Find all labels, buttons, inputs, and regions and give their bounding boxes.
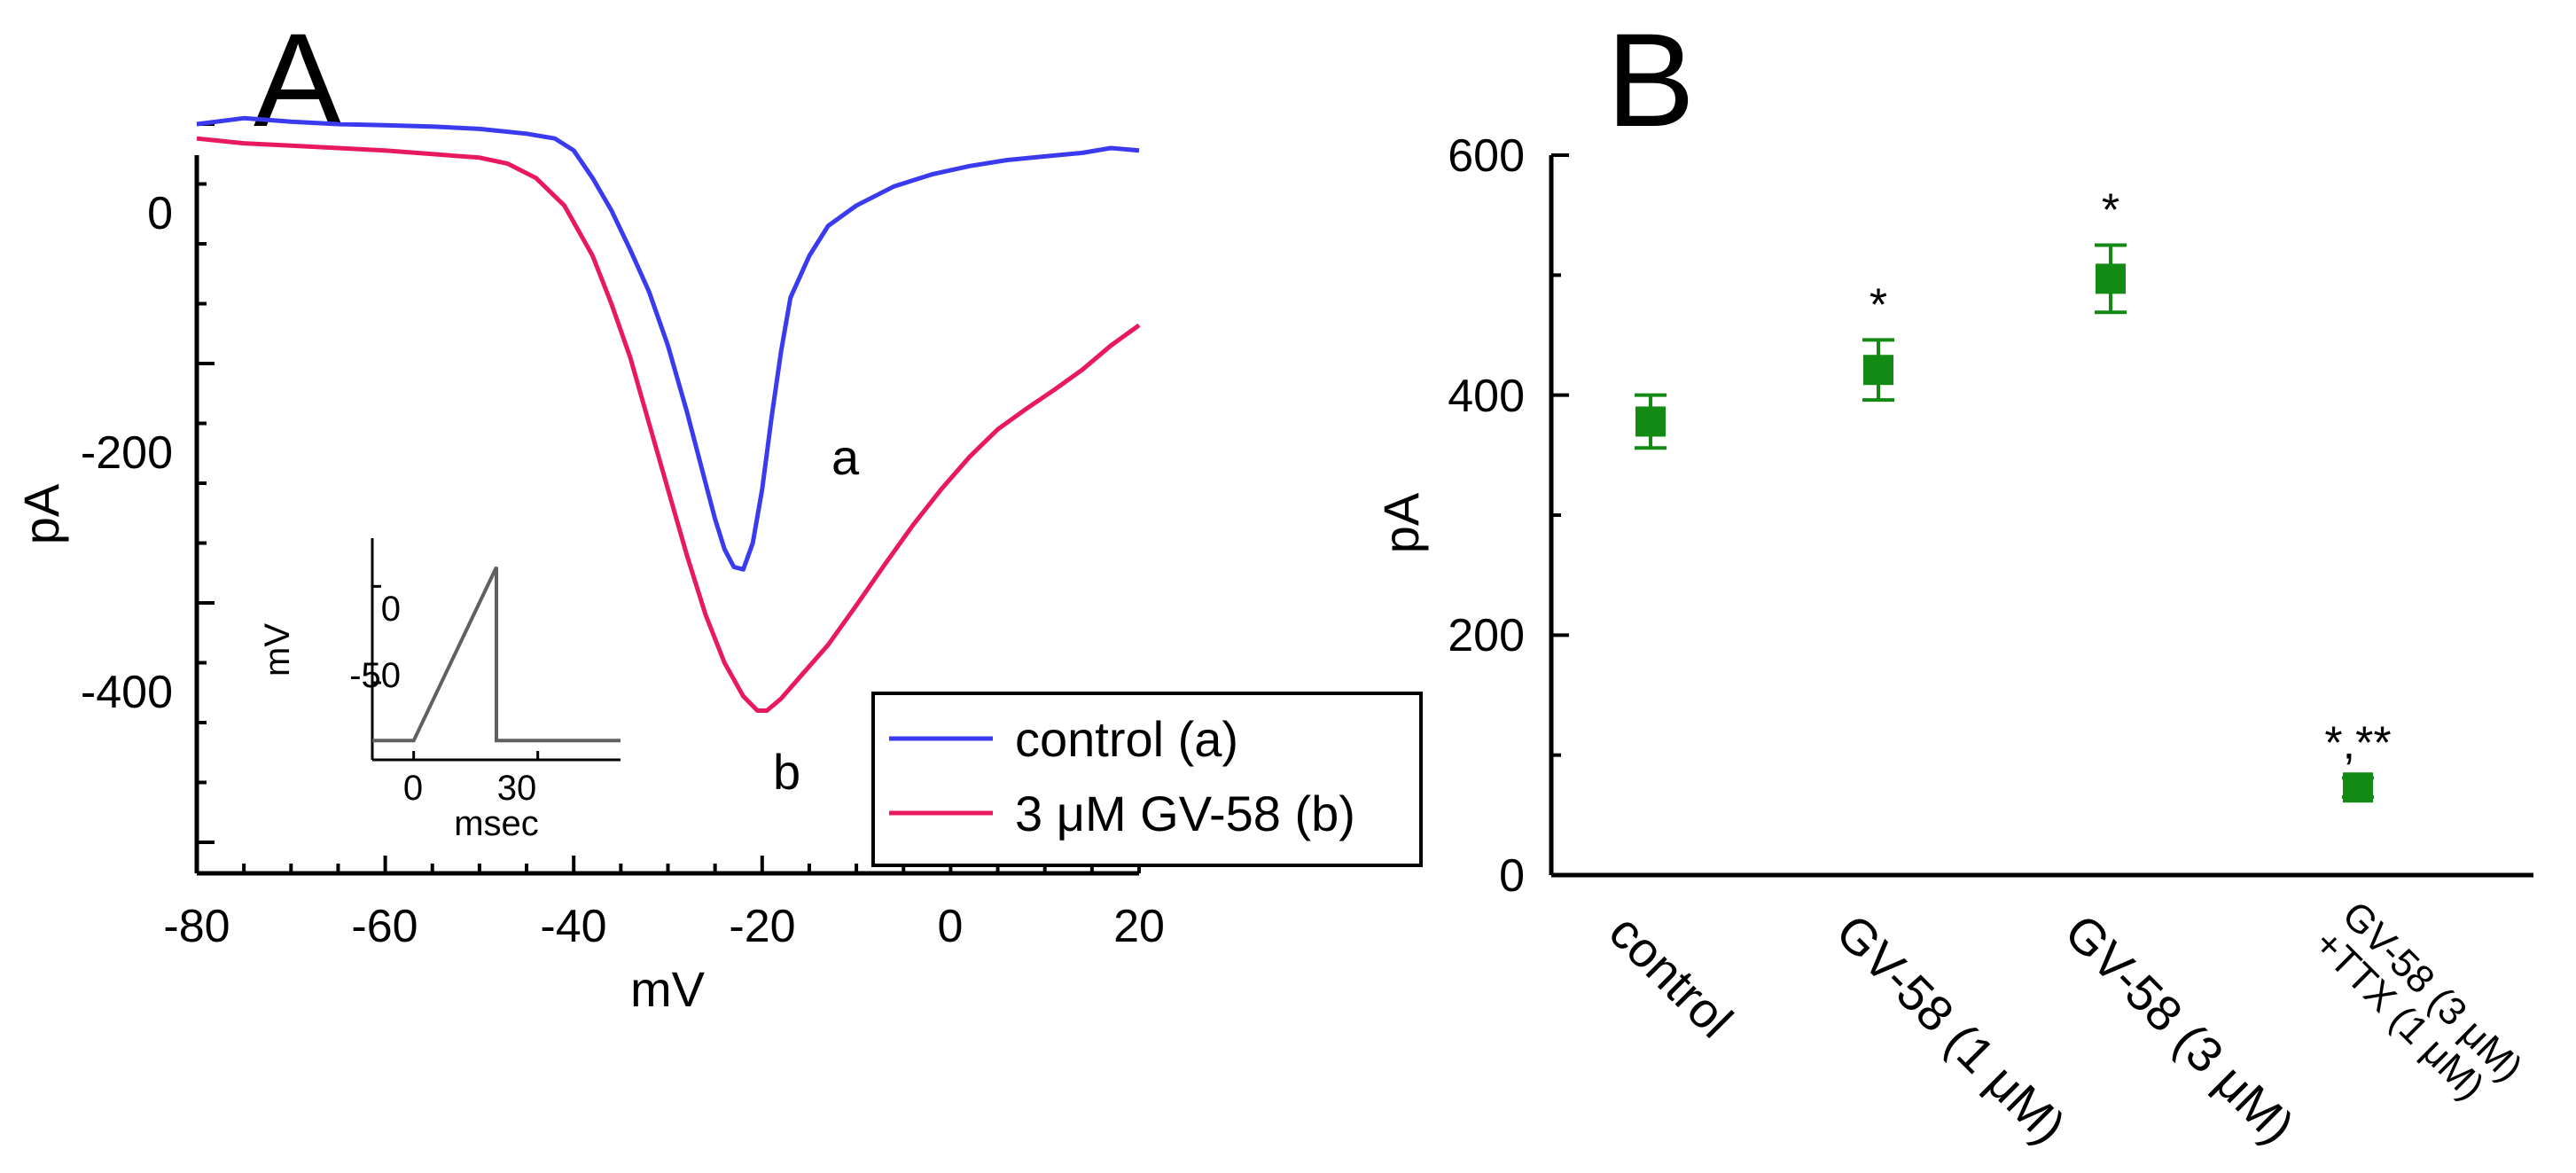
legend-label-gv58: 3 μM GV-58 (b)	[1015, 786, 1355, 841]
significance-annotation: *,**	[2324, 717, 2391, 769]
data-marker	[2096, 263, 2126, 294]
panel-b-label: B	[1606, 5, 1695, 154]
b-ytick-label: 600	[1448, 130, 1525, 182]
b-category-label: control	[1599, 903, 1744, 1048]
data-point-group: *	[1862, 279, 1894, 403]
b-ytick-label: 400	[1448, 371, 1525, 422]
inset-x-label: msec	[454, 804, 539, 843]
panel-b-ticks	[1551, 153, 1569, 877]
curve-label-b: b	[773, 744, 800, 800]
inset-protocol-line	[372, 566, 621, 743]
a-xtick-label: -60	[351, 901, 418, 952]
data-point-group: *,**	[2324, 717, 2392, 803]
b-ytick-label: 200	[1448, 610, 1525, 661]
a-xtick-label: -20	[729, 901, 795, 952]
significance-annotation: *	[2102, 185, 2119, 237]
inset-voltage-protocol: 0 30 0 -50 msec mV	[258, 538, 621, 843]
a-y-axis-label: pA	[13, 483, 69, 544]
a-xtick-label: -80	[163, 901, 230, 952]
inset-xtick-label: 0	[403, 769, 423, 808]
b-y-axis-label: pA	[1373, 492, 1429, 553]
data-marker	[1863, 355, 1893, 386]
significance-annotation: *	[1870, 279, 1887, 331]
data-marker	[2343, 772, 2373, 803]
a-xtick-label: 0	[938, 901, 964, 952]
b-category-label: GV-58 (3 μM)	[2055, 903, 2306, 1154]
a-ytick-label: -400	[81, 667, 173, 718]
a-xtick-label: 20	[1113, 901, 1165, 952]
data-marker	[1635, 406, 1666, 437]
b-ytick-label: 0	[1499, 850, 1525, 902]
a-ytick-label: -200	[81, 427, 173, 479]
inset-y-label: mV	[258, 623, 297, 676]
inset-xtick-label: 30	[497, 769, 537, 808]
inset-ytick-label: 0	[381, 590, 401, 629]
a-xtick-label: -40	[540, 901, 606, 952]
data-point-group: *	[2095, 185, 2127, 315]
curve-label-a: a	[831, 429, 860, 485]
data-point-group	[1635, 393, 1667, 450]
a-ytick-label: 0	[147, 188, 173, 239]
inset-ticks	[372, 584, 540, 760]
panel-b-points: * * *,**	[1635, 185, 2392, 803]
panel-b: B 0 200 400 600 pA control GV-58 (1 μM) …	[1373, 5, 2533, 1154]
series-gv58-line	[196, 136, 1141, 713]
legend-box	[871, 692, 1423, 867]
panel-a: A -80 -60 -40 -20 0 20 0 -200 -400 mV pA…	[13, 5, 1423, 1017]
inset-ytick-label: -50	[349, 656, 401, 695]
series-control-line	[196, 115, 1140, 572]
legend-label-control: control (a)	[1015, 711, 1238, 767]
panel-a-label: A	[254, 5, 342, 154]
legend: control (a) 3 μM GV-58 (b)	[871, 692, 1423, 867]
b-category-label: GV-58 (1 μM)	[1826, 903, 2077, 1154]
a-x-axis-label: mV	[630, 961, 706, 1017]
